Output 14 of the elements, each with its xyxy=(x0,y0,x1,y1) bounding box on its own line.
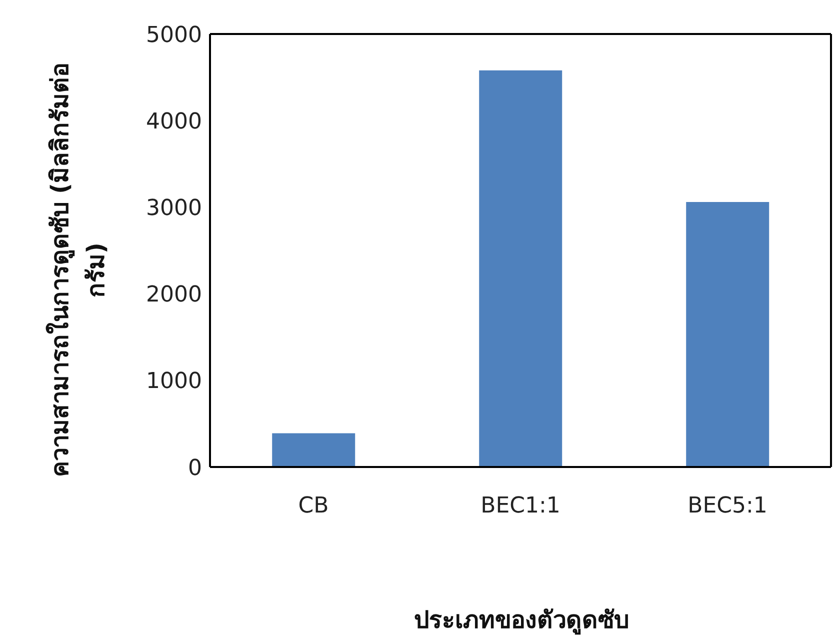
y-tick-label: 4000 xyxy=(146,109,202,134)
y-tick-label: 1000 xyxy=(146,369,202,394)
y-tick-label: 2000 xyxy=(146,282,202,308)
y-tick-label: 3000 xyxy=(146,196,202,222)
x-axis-title: ประเภทของตัวดูดซับ xyxy=(413,605,630,637)
y-axis-title: ความสามารถในการดูดซับ (มิลลิกรัมต่อกรัม) xyxy=(44,62,111,480)
x-tick-label: BEC5:1 xyxy=(688,494,768,519)
bar xyxy=(686,202,770,467)
x-tick-label: BEC1:1 xyxy=(480,494,560,519)
bar xyxy=(272,433,356,467)
bar xyxy=(479,70,562,467)
y-tick-label: 0 xyxy=(188,456,202,481)
x-tick-label: CB xyxy=(298,494,329,519)
y-tick-label: 5000 xyxy=(146,22,202,48)
